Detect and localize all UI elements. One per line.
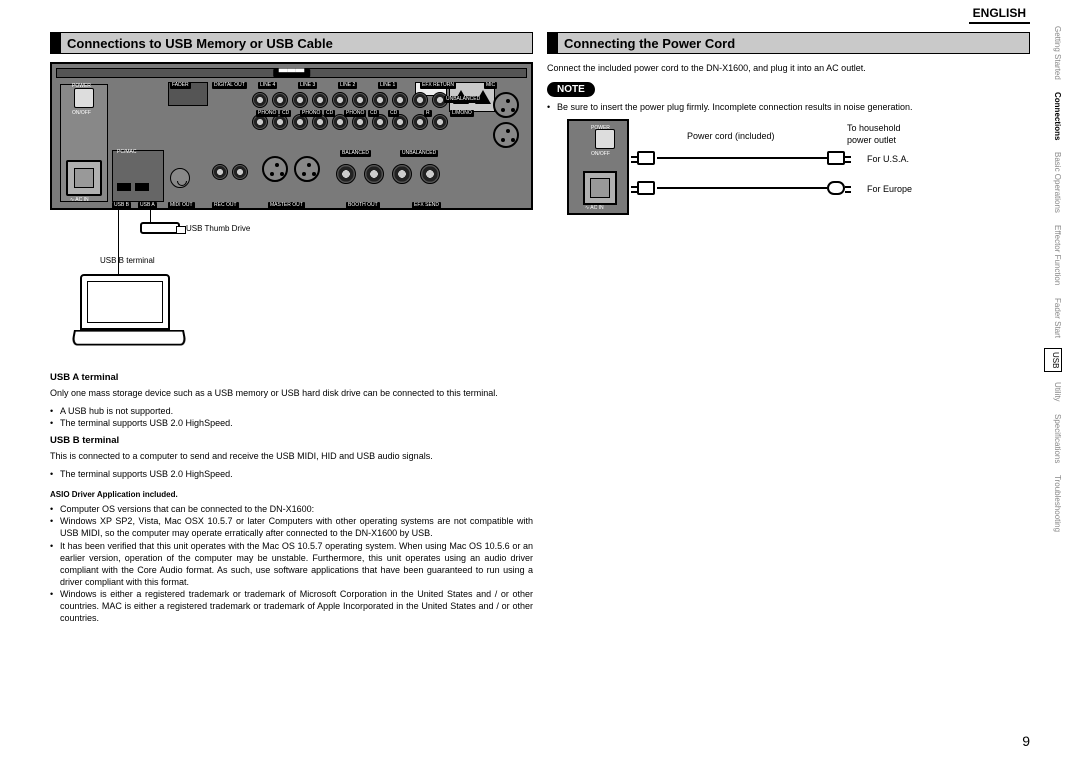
page-number: 9 [1022, 733, 1030, 749]
section-title-bar: Connecting the Power Cord [547, 32, 1030, 54]
usb-callout-diagram: USB Thumb Drive USB B terminal [50, 216, 533, 366]
list-item: A USB hub is not supported. [50, 405, 533, 417]
sidebar-tab-utility[interactable]: Utility [1044, 380, 1062, 404]
usb-b-bullets: The terminal supports USB 2.0 HighSpeed. [50, 468, 533, 480]
plug-icon [637, 151, 655, 165]
usb-a-bullets: A USB hub is not supported. The terminal… [50, 405, 533, 429]
brand-badge: ▀▀▀▀▀▀ [273, 69, 311, 77]
list-item: Windows XP SP2, Vista, Mac OSX 10.5.7 or… [50, 515, 533, 539]
asio-bullets: Computer OS versions that can be connect… [50, 503, 533, 624]
list-item: Be sure to insert the power plug firmly.… [547, 101, 1030, 113]
section-title-bar: Connections to USB Memory or USB Cable [50, 32, 533, 54]
list-item: Computer OS versions that can be connect… [50, 503, 533, 515]
usb-a-section: USB A terminal Only one mass storage dev… [50, 372, 533, 625]
sidebar-tab-effector[interactable]: Effector Function [1044, 223, 1062, 287]
sidebar-tab-specifications[interactable]: Specifications [1044, 412, 1062, 465]
usb-midi-block: PC/MAC [112, 150, 164, 202]
section-title: Connections to USB Memory or USB Cable [61, 33, 532, 53]
usa-label: For U.S.A. [867, 154, 909, 164]
two-column-layout: Connections to USB Memory or USB Cable ▀… [50, 32, 1030, 631]
side-nav: Getting Started Connections Basic Operat… [1044, 24, 1062, 534]
power-intro: Connect the included power cord to the D… [547, 62, 1030, 74]
sidebar-tab-fader-start[interactable]: Fader Start [1044, 296, 1062, 340]
manual-page: ENGLISH Connections to USB Memory or USB… [0, 0, 1080, 763]
section-title: Connecting the Power Cord [558, 33, 1029, 53]
plug-icon [827, 181, 845, 195]
sidebar-tab-connections[interactable]: Connections [1044, 90, 1062, 142]
outlet-label1: To household [847, 123, 901, 133]
cord-label: Power cord (included) [687, 131, 775, 141]
rear-panel-diagram: ▀▀▀▀▀▀ CAUTION POWER ON/OFF ∿ AC IN FADE… [50, 62, 533, 210]
outlet-label2: power outlet [847, 135, 896, 145]
list-item: The terminal supports USB 2.0 HighSpeed. [50, 468, 533, 480]
usb-b-heading: USB B terminal [50, 435, 533, 448]
title-stripe [51, 33, 61, 53]
list-item: The terminal supports USB 2.0 HighSpeed. [50, 417, 533, 429]
power-cord-diagram: POWER ON/OFF ∿ AC IN Power cord (include… [567, 119, 1030, 219]
note-badge: NOTE [547, 82, 595, 97]
laptop-icon [74, 274, 194, 354]
usb-a-heading: USB A terminal [50, 372, 533, 385]
list-item: It has been verified that this unit oper… [50, 540, 533, 589]
sidebar-tab-getting-started[interactable]: Getting Started [1044, 24, 1062, 82]
plug-icon [637, 181, 655, 195]
note-block: NOTE Be sure to insert the power plug fi… [547, 82, 1030, 113]
sidebar-tab-basic-operations[interactable]: Basic Operations [1044, 150, 1062, 215]
sidebar-tab-troubleshooting[interactable]: Troubleshooting [1044, 473, 1062, 534]
thumb-drive-label: USB Thumb Drive [186, 224, 250, 233]
usb-a-body: Only one mass storage device such as a U… [50, 387, 533, 399]
usb-b-label: USB B terminal [100, 256, 155, 265]
usb-b-body: This is connected to a computer to send … [50, 450, 533, 462]
plug-icon [827, 151, 845, 165]
asio-heading: ASIO Driver Application included. [50, 490, 533, 501]
sidebar-tab-usb[interactable]: USB [1044, 348, 1062, 372]
europe-label: For Europe [867, 184, 912, 194]
title-stripe [548, 33, 558, 53]
power-block: POWER ON/OFF ∿ AC IN [60, 84, 108, 202]
power-panel-icon: POWER ON/OFF ∿ AC IN [567, 119, 629, 215]
left-column: Connections to USB Memory or USB Cable ▀… [50, 32, 533, 631]
thumb-drive-icon [140, 222, 180, 234]
note-bullets: Be sure to insert the power plug firmly.… [547, 101, 1030, 113]
language-label: ENGLISH [969, 6, 1030, 24]
right-column: Connecting the Power Cord Connect the in… [547, 32, 1030, 631]
list-item: Windows is either a registered trademark… [50, 588, 533, 624]
